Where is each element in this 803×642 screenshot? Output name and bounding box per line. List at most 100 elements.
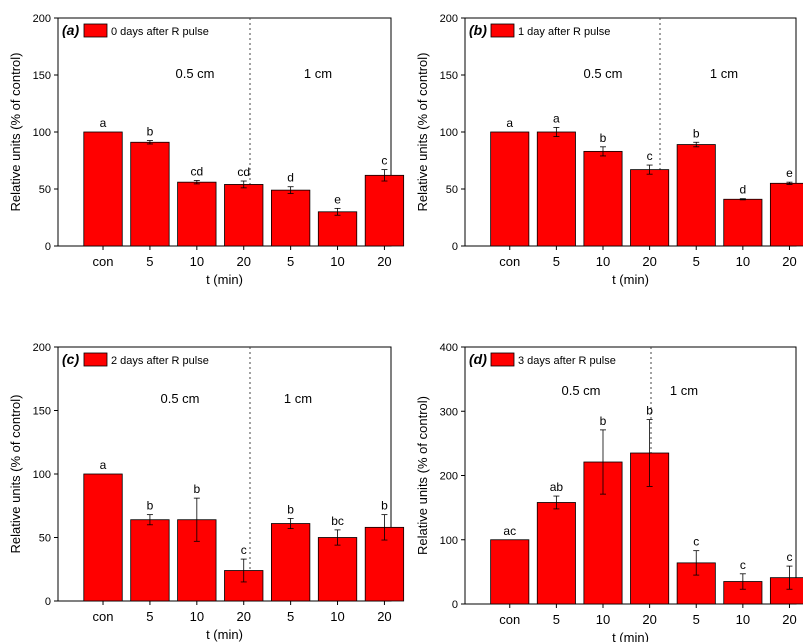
x-tick-label-0-1: 5: [146, 254, 153, 269]
significance-letter-1-3: c: [647, 149, 653, 163]
bar-0-6: [364, 174, 405, 247]
bar-1-1: [536, 131, 576, 247]
significance-letter-2-6: b: [381, 499, 388, 513]
x-tick-label-0-0: con: [93, 254, 114, 269]
significance-letter-0-5: e: [334, 192, 341, 206]
legend-label-2: 2 days after R pulse: [111, 355, 209, 367]
x-tick-label-2-2: 10: [190, 609, 204, 624]
bar-3-1: [536, 502, 576, 605]
bar-0-3: [224, 184, 264, 247]
significance-letter-0-6: c: [381, 154, 387, 168]
y-tick-label-1-2: 100: [440, 127, 458, 139]
group-label-1-0: 0.5 cm: [583, 66, 622, 81]
legend-swatch-3: [490, 352, 515, 367]
x-tick-label-0-3: 20: [236, 254, 250, 269]
group-label-0-1: 1 cm: [304, 66, 332, 81]
panel-label-3: (d): [469, 351, 487, 367]
x-axis-label-0: t (min): [206, 272, 243, 287]
significance-letter-2-0: a: [100, 458, 107, 472]
legend-label-3: 3 days after R pulse: [518, 355, 616, 367]
y-tick-label-0-0: 0: [45, 241, 51, 253]
x-tick-label-0-2: 10: [190, 254, 204, 269]
y-tick-label-1-0: 0: [452, 241, 458, 253]
x-axis-label-3: t (min): [612, 630, 649, 642]
bar-1-3: [630, 169, 670, 247]
significance-letter-2-2: b: [193, 482, 200, 496]
group-label-0-0: 0.5 cm: [175, 66, 214, 81]
significance-letter-0-3: cd: [237, 165, 250, 179]
bar-2-5: [317, 537, 358, 602]
significance-letter-2-1: b: [147, 499, 154, 513]
significance-letter-0-0: a: [100, 116, 107, 130]
y-tick-label-2-0: 0: [45, 596, 51, 608]
y-tick-label-2-1: 50: [39, 533, 51, 545]
bar-1-4: [676, 144, 716, 247]
x-tick-label-2-6: 20: [377, 609, 391, 624]
x-tick-label-3-2: 10: [596, 612, 610, 627]
significance-letter-3-3: b: [646, 404, 653, 418]
x-tick-label-0-6: 20: [377, 254, 391, 269]
bar-1-2: [583, 150, 623, 247]
x-tick-label-2-5: 10: [330, 609, 344, 624]
group-label-1-1: 1 cm: [710, 66, 738, 81]
bar-0-2: [177, 181, 217, 247]
significance-letter-1-1: a: [553, 111, 560, 125]
bar-1-6: [769, 182, 803, 247]
significance-letter-3-6: c: [786, 550, 792, 564]
y-axis-label-1: Relative units (% of control): [415, 53, 430, 212]
bar-2-4: [271, 523, 311, 602]
bar-2-0: [83, 473, 123, 602]
bar-2-1: [130, 519, 170, 602]
significance-letter-1-4: b: [693, 126, 700, 140]
y-tick-label-3-2: 200: [440, 471, 458, 483]
bar-3-0: [490, 539, 530, 605]
bar-0-5: [317, 211, 358, 247]
y-axis-label-3: Relative units (% of control): [415, 396, 430, 555]
significance-letter-1-2: b: [600, 131, 607, 145]
bar-0-4: [271, 189, 311, 247]
x-tick-label-1-2: 10: [596, 254, 610, 269]
x-tick-label-2-1: 5: [146, 609, 153, 624]
y-tick-label-3-1: 100: [440, 535, 458, 547]
bar-0-1: [130, 141, 170, 247]
legend-swatch-0: [83, 23, 108, 38]
y-tick-label-1-3: 150: [440, 70, 458, 82]
significance-letter-1-6: e: [786, 166, 793, 180]
x-tick-label-2-0: con: [93, 609, 114, 624]
x-tick-label-1-6: 20: [782, 254, 796, 269]
significance-letter-1-5: d: [740, 183, 747, 197]
y-tick-label-1-4: 200: [440, 13, 458, 25]
x-tick-label-1-1: 5: [553, 254, 560, 269]
significance-letter-3-2: b: [600, 414, 607, 428]
y-tick-label-2-2: 100: [33, 469, 51, 481]
x-tick-label-1-5: 10: [736, 254, 750, 269]
significance-letter-0-4: d: [287, 171, 294, 185]
bar-1-0: [490, 131, 530, 247]
significance-letter-0-2: cd: [190, 164, 203, 178]
panel-label-1: (b): [469, 22, 487, 38]
legend-label-1: 1 day after R pulse: [518, 26, 610, 38]
significance-letter-3-0: ac: [503, 524, 516, 538]
significance-letter-3-1: ab: [550, 480, 564, 494]
y-tick-label-3-3: 300: [440, 406, 458, 418]
x-tick-label-3-1: 5: [553, 612, 560, 627]
bar-0-0: [83, 131, 123, 247]
y-axis-label-2: Relative units (% of control): [8, 395, 23, 554]
x-tick-label-3-0: con: [499, 612, 520, 627]
y-tick-label-0-1: 50: [39, 184, 51, 196]
significance-letter-2-4: b: [287, 502, 294, 516]
x-tick-label-3-5: 10: [736, 612, 750, 627]
x-tick-label-1-3: 20: [642, 254, 656, 269]
x-tick-label-0-5: 10: [330, 254, 344, 269]
y-tick-label-0-2: 100: [33, 127, 51, 139]
group-label-2-1: 1 cm: [284, 391, 312, 406]
x-tick-label-2-3: 20: [236, 609, 250, 624]
x-tick-label-1-4: 5: [693, 254, 700, 269]
significance-letter-3-5: c: [740, 558, 746, 572]
x-tick-label-3-6: 20: [782, 612, 796, 627]
significance-letter-2-5: bc: [331, 514, 344, 528]
legend-swatch-2: [83, 352, 108, 367]
significance-letter-3-4: c: [693, 535, 699, 549]
x-tick-label-0-4: 5: [287, 254, 294, 269]
